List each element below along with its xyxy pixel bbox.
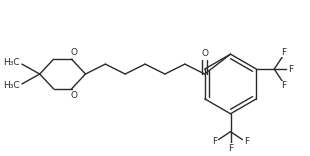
- Text: O: O: [201, 49, 208, 58]
- Text: O: O: [70, 48, 77, 57]
- Text: F: F: [244, 137, 249, 146]
- Text: O: O: [70, 91, 77, 100]
- Text: F: F: [281, 48, 287, 57]
- Text: F: F: [281, 81, 287, 90]
- Text: F: F: [228, 144, 233, 153]
- Text: H₃C: H₃C: [3, 58, 20, 67]
- Text: F: F: [289, 65, 294, 74]
- Text: F: F: [212, 137, 217, 146]
- Text: H₃C: H₃C: [3, 81, 20, 90]
